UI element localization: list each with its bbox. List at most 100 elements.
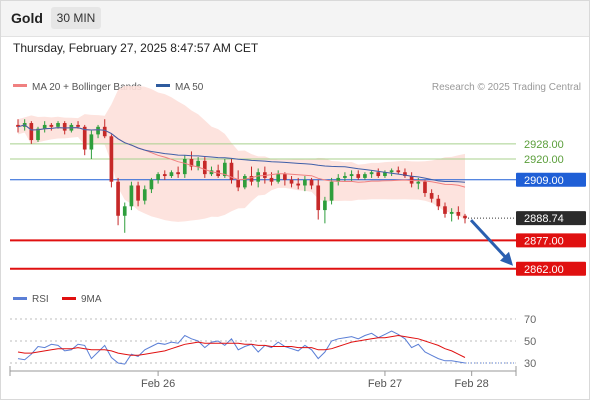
candle-body xyxy=(456,211,461,216)
candle-body xyxy=(403,172,407,177)
rsi-ma-legend-swatch xyxy=(62,297,76,300)
level-tag-2909.00 xyxy=(516,172,586,187)
rsi-tick-30: 30 xyxy=(524,358,536,370)
candle-body xyxy=(309,179,314,186)
candle-body xyxy=(149,179,154,190)
rsi-ma-line xyxy=(17,334,466,358)
candle-body xyxy=(176,172,180,175)
candle-body xyxy=(303,179,307,186)
candle-body xyxy=(329,181,334,201)
rsi-legend: RSI 9MA xyxy=(13,294,102,305)
candle-body xyxy=(76,124,80,127)
candle-body xyxy=(102,126,107,137)
candle-body xyxy=(16,124,20,127)
ma20-legend-label: MA 20 + Bollinger Bands xyxy=(32,82,142,93)
candle-body xyxy=(122,206,127,216)
candle-body xyxy=(369,172,374,175)
rsi-line xyxy=(17,330,466,365)
candle-body xyxy=(376,172,381,177)
candle-body xyxy=(82,126,87,150)
candle-body xyxy=(249,176,254,182)
candle-body xyxy=(296,183,301,186)
candle-body xyxy=(49,124,54,127)
level-label-2909.00: 2909.00 xyxy=(524,175,564,187)
candle-body xyxy=(269,177,274,182)
candle-body xyxy=(129,185,134,207)
rsi-tick-50: 50 xyxy=(524,336,536,348)
candle-body xyxy=(409,176,414,184)
candle-body xyxy=(276,174,281,182)
ma50-legend-label: MA 50 xyxy=(175,82,204,93)
candle-body xyxy=(169,172,174,177)
candle-body xyxy=(62,123,67,131)
candle-body xyxy=(196,160,200,167)
candle-body xyxy=(389,170,394,173)
candle-body xyxy=(29,123,34,141)
level-label-2928.00: 2928.00 xyxy=(524,139,564,151)
candle-body xyxy=(116,181,120,216)
candle-body xyxy=(56,123,60,127)
candle-body xyxy=(256,172,261,182)
candle-body xyxy=(436,198,441,207)
candle-body xyxy=(349,174,354,177)
candle-body xyxy=(182,158,187,175)
x-tick-label-Feb 28: Feb 28 xyxy=(455,378,489,390)
candle-body xyxy=(356,174,361,178)
header-bar: Gold 30 MIN xyxy=(0,0,590,37)
candle-body xyxy=(463,215,467,219)
candle-body xyxy=(162,174,167,177)
rsi-legend-label: RSI xyxy=(32,294,49,305)
last-price-tag xyxy=(516,211,586,226)
candle-body xyxy=(243,176,247,188)
timestamp: Thursday, February 27, 2025 8:47:57 AM C… xyxy=(13,41,259,55)
candle-body xyxy=(89,134,94,150)
rsi-tick-70: 70 xyxy=(524,314,536,326)
candle-body xyxy=(289,179,294,184)
candle-body xyxy=(443,206,447,214)
rsi-panel: 70 50 30 xyxy=(10,314,536,370)
x-tick-label-Feb 27: Feb 27 xyxy=(368,378,402,390)
forecast-arrow-shaft xyxy=(469,219,508,259)
ma50-legend-swatch xyxy=(156,84,170,87)
timeframe-button[interactable]: 30 MIN xyxy=(51,7,101,29)
last-price-label: 2888.74 xyxy=(524,213,564,225)
candle-body xyxy=(383,172,387,177)
candle-body xyxy=(209,170,214,175)
candle-body xyxy=(36,128,40,141)
level-label-2862.00: 2862.00 xyxy=(524,264,564,276)
candle-body xyxy=(189,158,194,167)
symbol-title: Gold xyxy=(11,10,43,26)
candle-body xyxy=(109,136,114,182)
candle-body xyxy=(316,185,321,211)
candle-body xyxy=(429,193,434,199)
level-tag-2862.00 xyxy=(516,261,586,276)
rsi-legend-swatch xyxy=(13,297,27,300)
candle-body xyxy=(136,185,140,201)
candle-body xyxy=(323,200,327,211)
candle-body xyxy=(222,162,227,177)
x-axis: Feb 26 Feb 27 Feb 28 xyxy=(9,366,517,390)
candle-body xyxy=(229,162,234,180)
forecast-arrow-head xyxy=(500,251,513,266)
candle-body xyxy=(423,181,427,194)
price-legend: MA 20 + Bollinger Bands MA 50 Research ©… xyxy=(13,82,581,93)
candle-body xyxy=(142,189,147,201)
ma20-legend-swatch xyxy=(13,84,27,87)
candle-body xyxy=(156,174,160,180)
moving-averages xyxy=(17,124,466,188)
candle-body xyxy=(96,126,100,135)
candle-body xyxy=(336,177,341,182)
level-label-2877.00: 2877.00 xyxy=(524,235,564,247)
candle-body xyxy=(343,176,347,178)
level-tag-2877.00 xyxy=(516,233,586,248)
candle-body xyxy=(416,181,421,184)
credit-text: Research © 2025 Trading Central xyxy=(432,82,581,93)
rsi-ma-legend-label: 9MA xyxy=(81,294,102,305)
candle-body xyxy=(396,170,401,173)
level-label-2920.00: 2920.00 xyxy=(524,154,564,166)
candle-body xyxy=(283,174,287,180)
candle-body xyxy=(202,160,207,175)
candle-body xyxy=(363,174,367,178)
x-tick-label-Feb 26: Feb 26 xyxy=(141,378,175,390)
